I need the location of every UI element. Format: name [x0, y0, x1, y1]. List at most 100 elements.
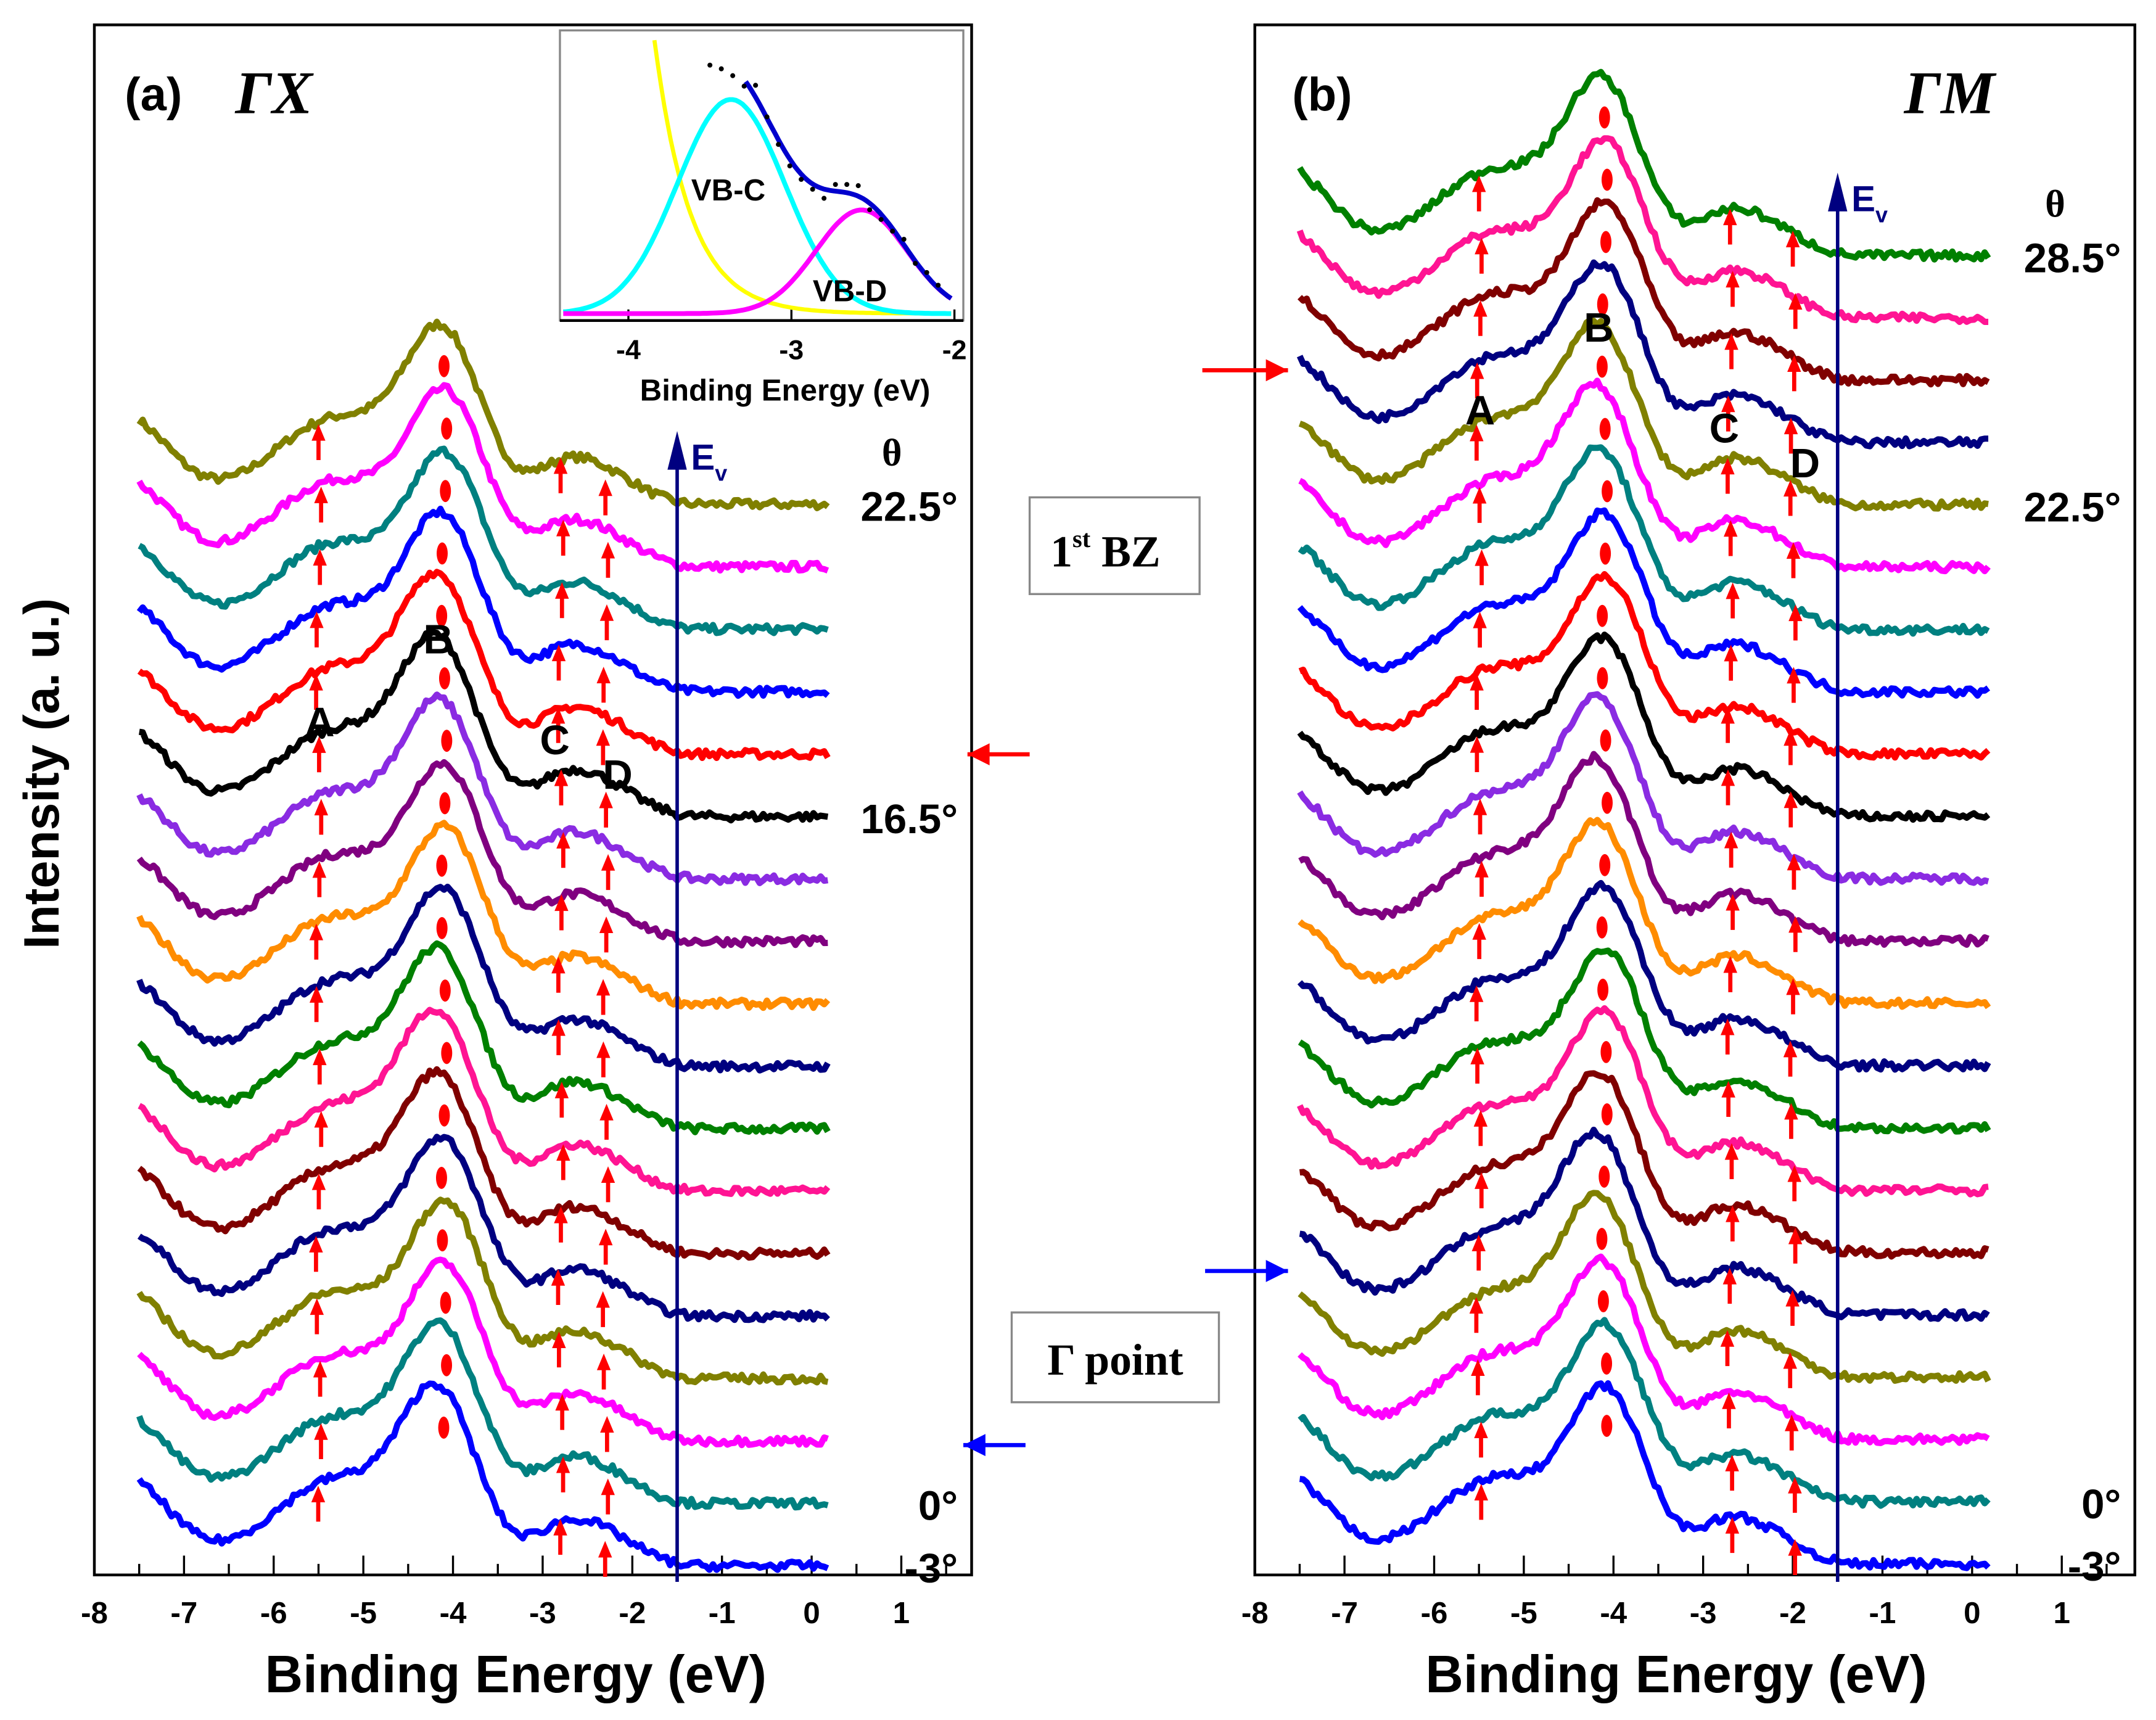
peak-arrow-icon: [310, 611, 324, 628]
inset-data-point: [776, 142, 781, 147]
inset-data-point: [924, 270, 929, 275]
x-tick-label: -3: [1690, 1596, 1717, 1630]
peak-marker-b: [1601, 1352, 1613, 1375]
peak-arrow-icon: [1470, 424, 1484, 442]
peak-arrow-icon: [596, 729, 611, 746]
peak-arrow-icon: [1787, 667, 1801, 684]
pointer-arrow-icon: [963, 1434, 985, 1457]
panel-a-direction: ΓX: [235, 60, 315, 127]
peak-arrow-icon: [1473, 1109, 1488, 1127]
gamma-point-box: Γ point: [1010, 1311, 1220, 1404]
peak-marker-b: [438, 1417, 450, 1439]
peak-arrow-icon: [314, 486, 328, 503]
peak-arrow-icon: [312, 736, 326, 753]
spectrum-curve: [138, 1006, 831, 1197]
peak-arrow-icon: [601, 1166, 615, 1183]
peak-label-C: C: [1710, 406, 1740, 452]
peak-arrow-icon: [1720, 1330, 1735, 1347]
peak-arrow-icon: [1474, 1422, 1488, 1439]
peak-arrow-icon: [1784, 418, 1798, 435]
spectrum-curve: [136, 382, 829, 574]
peak-marker-b: [1596, 355, 1608, 378]
peak-arrow-icon: [551, 1269, 566, 1286]
inset-data-point: [901, 236, 907, 242]
x-tick-label: -7: [1331, 1596, 1358, 1630]
inset-vb-c-curve: [562, 97, 952, 316]
spectrum-curve: [136, 1380, 829, 1573]
spectrum-curve: [137, 1066, 831, 1261]
peak-marker-b: [1602, 480, 1613, 503]
inset-data-point: [936, 282, 941, 288]
peak-arrow-icon: [1724, 333, 1738, 350]
spectrum-curve: [1298, 1190, 1991, 1384]
peak-marker-b: [1600, 542, 1611, 565]
spectrum-curve: [137, 1256, 829, 1449]
peak-arrow-icon: [1788, 293, 1803, 310]
peak-arrow-icon: [1724, 520, 1738, 537]
peak-label-A: A: [1465, 388, 1496, 434]
inset-plot: -4 -3 -2 Binding Energy (eV) VB-C VB-D: [559, 29, 967, 408]
peak-arrow-icon: [1470, 362, 1484, 379]
spectrum-curve: [136, 691, 829, 886]
x-tick-label: -2: [619, 1596, 646, 1630]
inset-data-point: [855, 183, 861, 189]
peak-arrow-icon: [596, 1041, 611, 1058]
spectrum-curve: [136, 318, 830, 511]
spectrum-curve: [136, 883, 831, 1074]
first-bz-box: 1st BZ: [1028, 496, 1201, 595]
peak-marker-b: [441, 417, 453, 440]
peak-arrow-icon: [1473, 798, 1487, 815]
inset-x-tick-label: -4: [616, 334, 641, 365]
inset-x-axis-label: Binding Energy (eV): [640, 374, 931, 408]
peak-arrow-icon: [1722, 1267, 1737, 1285]
peak-arrow-icon: [1471, 1235, 1486, 1251]
angle-label: 22.5°: [2024, 484, 2121, 530]
peak-arrow-icon: [311, 1173, 326, 1190]
peak-marker-b: [437, 1229, 448, 1252]
peak-arrow-icon: [1474, 1484, 1489, 1501]
spectrum-curve: [1298, 444, 1990, 637]
peak-marker-b: [438, 667, 450, 689]
peak-arrow-icon: [1785, 1290, 1800, 1307]
inset-data-point: [913, 261, 918, 266]
spectrum-curve: [1296, 259, 1989, 450]
angle-label: 0°: [2081, 1481, 2121, 1528]
peak-arrow-icon: [1783, 1040, 1798, 1058]
peak-arrow-icon: [551, 707, 566, 724]
peak-arrow-icon: [556, 519, 570, 537]
peak-label-D: D: [603, 752, 633, 798]
peak-arrow-icon: [552, 1331, 566, 1348]
y-axis-label: Intensity (a. u.): [14, 598, 70, 949]
angle-label: 28.5°: [2024, 235, 2121, 281]
inset-data-point: [718, 66, 724, 72]
peak-arrow-icon: [601, 1478, 615, 1496]
peak-arrow-icon: [1470, 1047, 1484, 1064]
panel-a: -8 -7 -6 -5 -4 -3 -2 -1 0 1 Binding Energy (eV) A B C…: [81, 23, 973, 1704]
theta-label: θ: [2045, 183, 2065, 226]
peak-arrow-icon: [599, 791, 613, 809]
inset-data-point: [741, 83, 747, 89]
spectrum-curve: [1296, 1005, 1989, 1198]
peak-arrow-icon: [596, 1353, 611, 1370]
peak-marker-b: [1599, 418, 1611, 440]
peak-arrow-icon: [1470, 673, 1484, 691]
spectrum-curve: [1297, 197, 1990, 388]
peak-marker-b: [1597, 978, 1609, 1001]
peak-arrow-icon: [1472, 487, 1487, 504]
x-tick-label: -1: [1869, 1596, 1896, 1630]
peak-marker-b: [438, 355, 450, 377]
peak-marker-b: [436, 854, 448, 877]
x-tick-label: -5: [1510, 1596, 1537, 1630]
peak-marker-b: [1601, 168, 1613, 191]
inset-data-point: [730, 73, 736, 78]
angle-label: 22.5°: [860, 484, 958, 530]
inset-data-point: [844, 182, 850, 187]
ev-arrow-icon: [667, 430, 687, 470]
peak-marker-b: [436, 604, 448, 627]
peak-arrow-icon: [313, 549, 327, 566]
peak-marker-b: [1597, 293, 1608, 316]
peak-marker-b: [1597, 604, 1608, 627]
x-tick-label: -1: [709, 1596, 736, 1630]
peak-arrow-icon: [314, 1111, 328, 1128]
peak-marker-b: [435, 1167, 447, 1189]
